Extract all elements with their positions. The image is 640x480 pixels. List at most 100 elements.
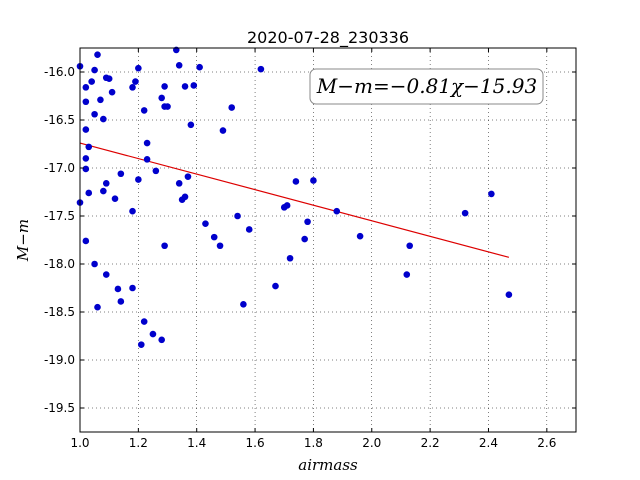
- chart-title: 2020-07-28_230336: [247, 28, 409, 48]
- data-point: [310, 177, 317, 184]
- data-point: [140, 107, 148, 114]
- data-point: [102, 271, 110, 278]
- data-point: [164, 103, 171, 110]
- data-point: [111, 195, 119, 203]
- data-point: [158, 336, 165, 344]
- data-point: [461, 209, 469, 217]
- x-tick-label: 1.0: [70, 436, 89, 450]
- data-point: [301, 235, 308, 243]
- data-point: [91, 66, 98, 74]
- data-point: [135, 64, 142, 72]
- data-point: [219, 127, 227, 134]
- data-point: [175, 61, 183, 69]
- data-point: [210, 233, 218, 241]
- data-point: [333, 207, 341, 215]
- data-point: [82, 98, 90, 106]
- x-tick-label: 1.4: [187, 436, 206, 450]
- data-point: [245, 226, 253, 233]
- data-point: [158, 94, 165, 102]
- data-point: [140, 318, 148, 325]
- data-point: [403, 271, 411, 278]
- y-tick-label: -18.0: [44, 257, 75, 271]
- data-points: [76, 46, 513, 348]
- data-point: [196, 63, 203, 71]
- annotation-box: [309, 68, 544, 105]
- data-point: [406, 242, 413, 250]
- data-point: [82, 155, 90, 162]
- data-point: [161, 83, 168, 90]
- data-point: [82, 237, 90, 245]
- data-point: [100, 115, 107, 123]
- x-tick-label: 2.0: [362, 436, 381, 450]
- data-point: [82, 126, 90, 133]
- data-point: [272, 282, 279, 290]
- x-tick-label: 2.2: [421, 436, 440, 450]
- data-point: [85, 189, 93, 197]
- data-point: [100, 187, 107, 195]
- data-point: [283, 202, 291, 209]
- data-point: [356, 232, 364, 240]
- data-point: [129, 284, 136, 292]
- y-tick-label: -19.5: [44, 401, 75, 415]
- data-point: [240, 301, 247, 308]
- data-point: [216, 242, 224, 250]
- data-point: [181, 83, 189, 90]
- x-tick-label: 2.6: [537, 436, 556, 450]
- data-point: [105, 75, 113, 83]
- data-point: [505, 291, 513, 299]
- x-axis-ticks: 1.0 1.2 1.4 1.6 1.8 2.0 2.2 2.4 2.6: [70, 48, 556, 450]
- data-point: [82, 165, 90, 173]
- data-point: [97, 96, 104, 104]
- data-point: [132, 78, 139, 85]
- data-point: [292, 178, 300, 185]
- data-point: [85, 143, 93, 151]
- data-point: [143, 156, 151, 163]
- data-point: [94, 303, 101, 311]
- data-point: [187, 121, 195, 129]
- data-point: [91, 260, 98, 268]
- x-tick-label: 2.4: [479, 436, 498, 450]
- data-point: [129, 207, 136, 215]
- data-point: [152, 167, 160, 175]
- data-point: [178, 196, 186, 203]
- y-tick-label: -18.5: [44, 305, 75, 319]
- data-point: [228, 104, 236, 111]
- fit-annotation: M−m=−0.81χ−15.93: [316, 74, 537, 98]
- data-point: [102, 180, 110, 187]
- fit-line-group: [79, 142, 510, 258]
- data-point: [114, 285, 122, 293]
- data-point: [129, 84, 136, 91]
- y-tick-label: -19.0: [44, 353, 75, 367]
- x-tick-label: 1.6: [246, 436, 265, 450]
- data-point: [190, 82, 198, 89]
- data-point: [108, 88, 116, 96]
- data-point: [117, 170, 125, 178]
- data-point: [286, 254, 294, 262]
- x-tick-label: 1.8: [304, 436, 323, 450]
- y-axis-ticks: -16.0 -16.5 -17.0 -17.5 -18.0 -18.5 -19.0 -19.5: [44, 65, 576, 415]
- data-point: [137, 341, 145, 348]
- plot-background: [80, 48, 576, 432]
- data-point: [117, 298, 125, 305]
- data-point: [149, 330, 157, 338]
- data-point: [175, 180, 183, 187]
- data-point: [143, 139, 151, 147]
- y-tick-label: -16.0: [44, 65, 75, 79]
- data-point: [82, 84, 90, 91]
- y-tick-label: -16.5: [44, 113, 75, 127]
- data-point: [94, 51, 101, 59]
- data-point: [88, 78, 95, 85]
- data-point: [135, 176, 142, 183]
- data-point: [234, 212, 241, 220]
- x-tick-label: 1.2: [129, 436, 148, 450]
- y-axis-label: M−m: [14, 219, 32, 262]
- plot-frame: [79, 47, 577, 433]
- y-tick-label: -17.0: [44, 161, 75, 175]
- x-axis-label: airmass: [298, 456, 358, 474]
- fit-line: [79, 142, 510, 258]
- data-point: [257, 65, 265, 73]
- data-point: [184, 173, 192, 180]
- data-point: [488, 190, 495, 198]
- data-point: [304, 218, 311, 226]
